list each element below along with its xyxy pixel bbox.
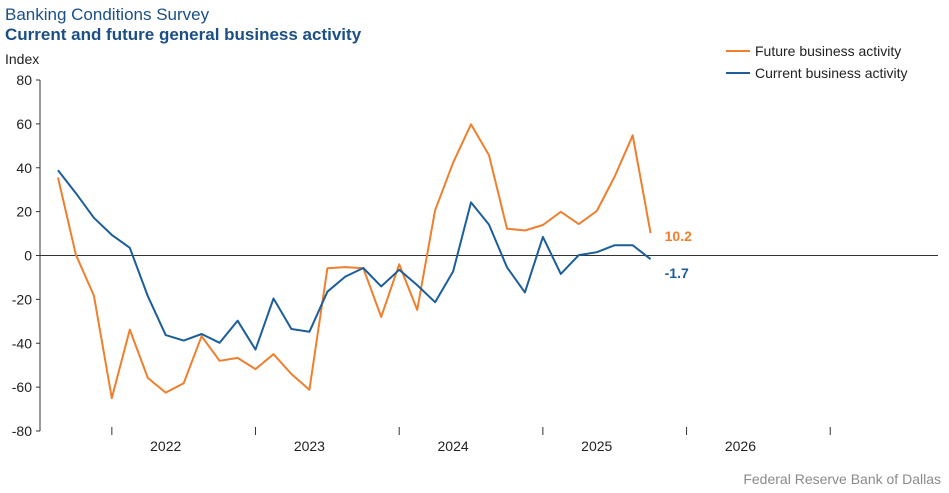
x-tick-label: 2024 — [438, 438, 469, 454]
y-axis-label: Index — [5, 51, 39, 67]
legend-label-current: Current business activity — [755, 65, 908, 81]
x-tick-label: 2026 — [725, 438, 756, 454]
y-tick-label: 40 — [16, 160, 32, 176]
x-tick-label: 2025 — [581, 438, 612, 454]
chart-axes: 80 60 40 20 0 -20 -40 -60 -80 2022 2023 2024 2025 202… — [12, 72, 938, 454]
chart-supertitle: Banking Conditions Survey — [5, 5, 210, 24]
chart-series: 10.2 -1.7 — [57, 123, 692, 400]
y-tick-label: -40 — [12, 335, 32, 351]
y-tick-label: 20 — [16, 204, 32, 220]
y-tick-label: 60 — [16, 116, 32, 132]
chart-legend: Future business activity Current business… — [726, 43, 908, 81]
legend-label-future: Future business activity — [755, 43, 901, 59]
end-label-current: -1.7 — [665, 265, 689, 281]
series-line-future — [57, 123, 652, 400]
series-line-current — [57, 169, 652, 351]
y-tick-label: -80 — [12, 423, 32, 439]
end-label-future: 10.2 — [665, 228, 692, 244]
chart-title: Current and future general business acti… — [5, 25, 362, 44]
x-tick-label: 2023 — [294, 438, 325, 454]
x-tick-label: 2022 — [150, 438, 181, 454]
y-tick-label: 80 — [16, 72, 32, 88]
y-tick-label: 0 — [24, 248, 32, 264]
source-credit: Federal Reserve Bank of Dallas — [743, 471, 941, 487]
y-tick-label: -20 — [12, 291, 32, 307]
y-tick-label: -60 — [12, 379, 32, 395]
